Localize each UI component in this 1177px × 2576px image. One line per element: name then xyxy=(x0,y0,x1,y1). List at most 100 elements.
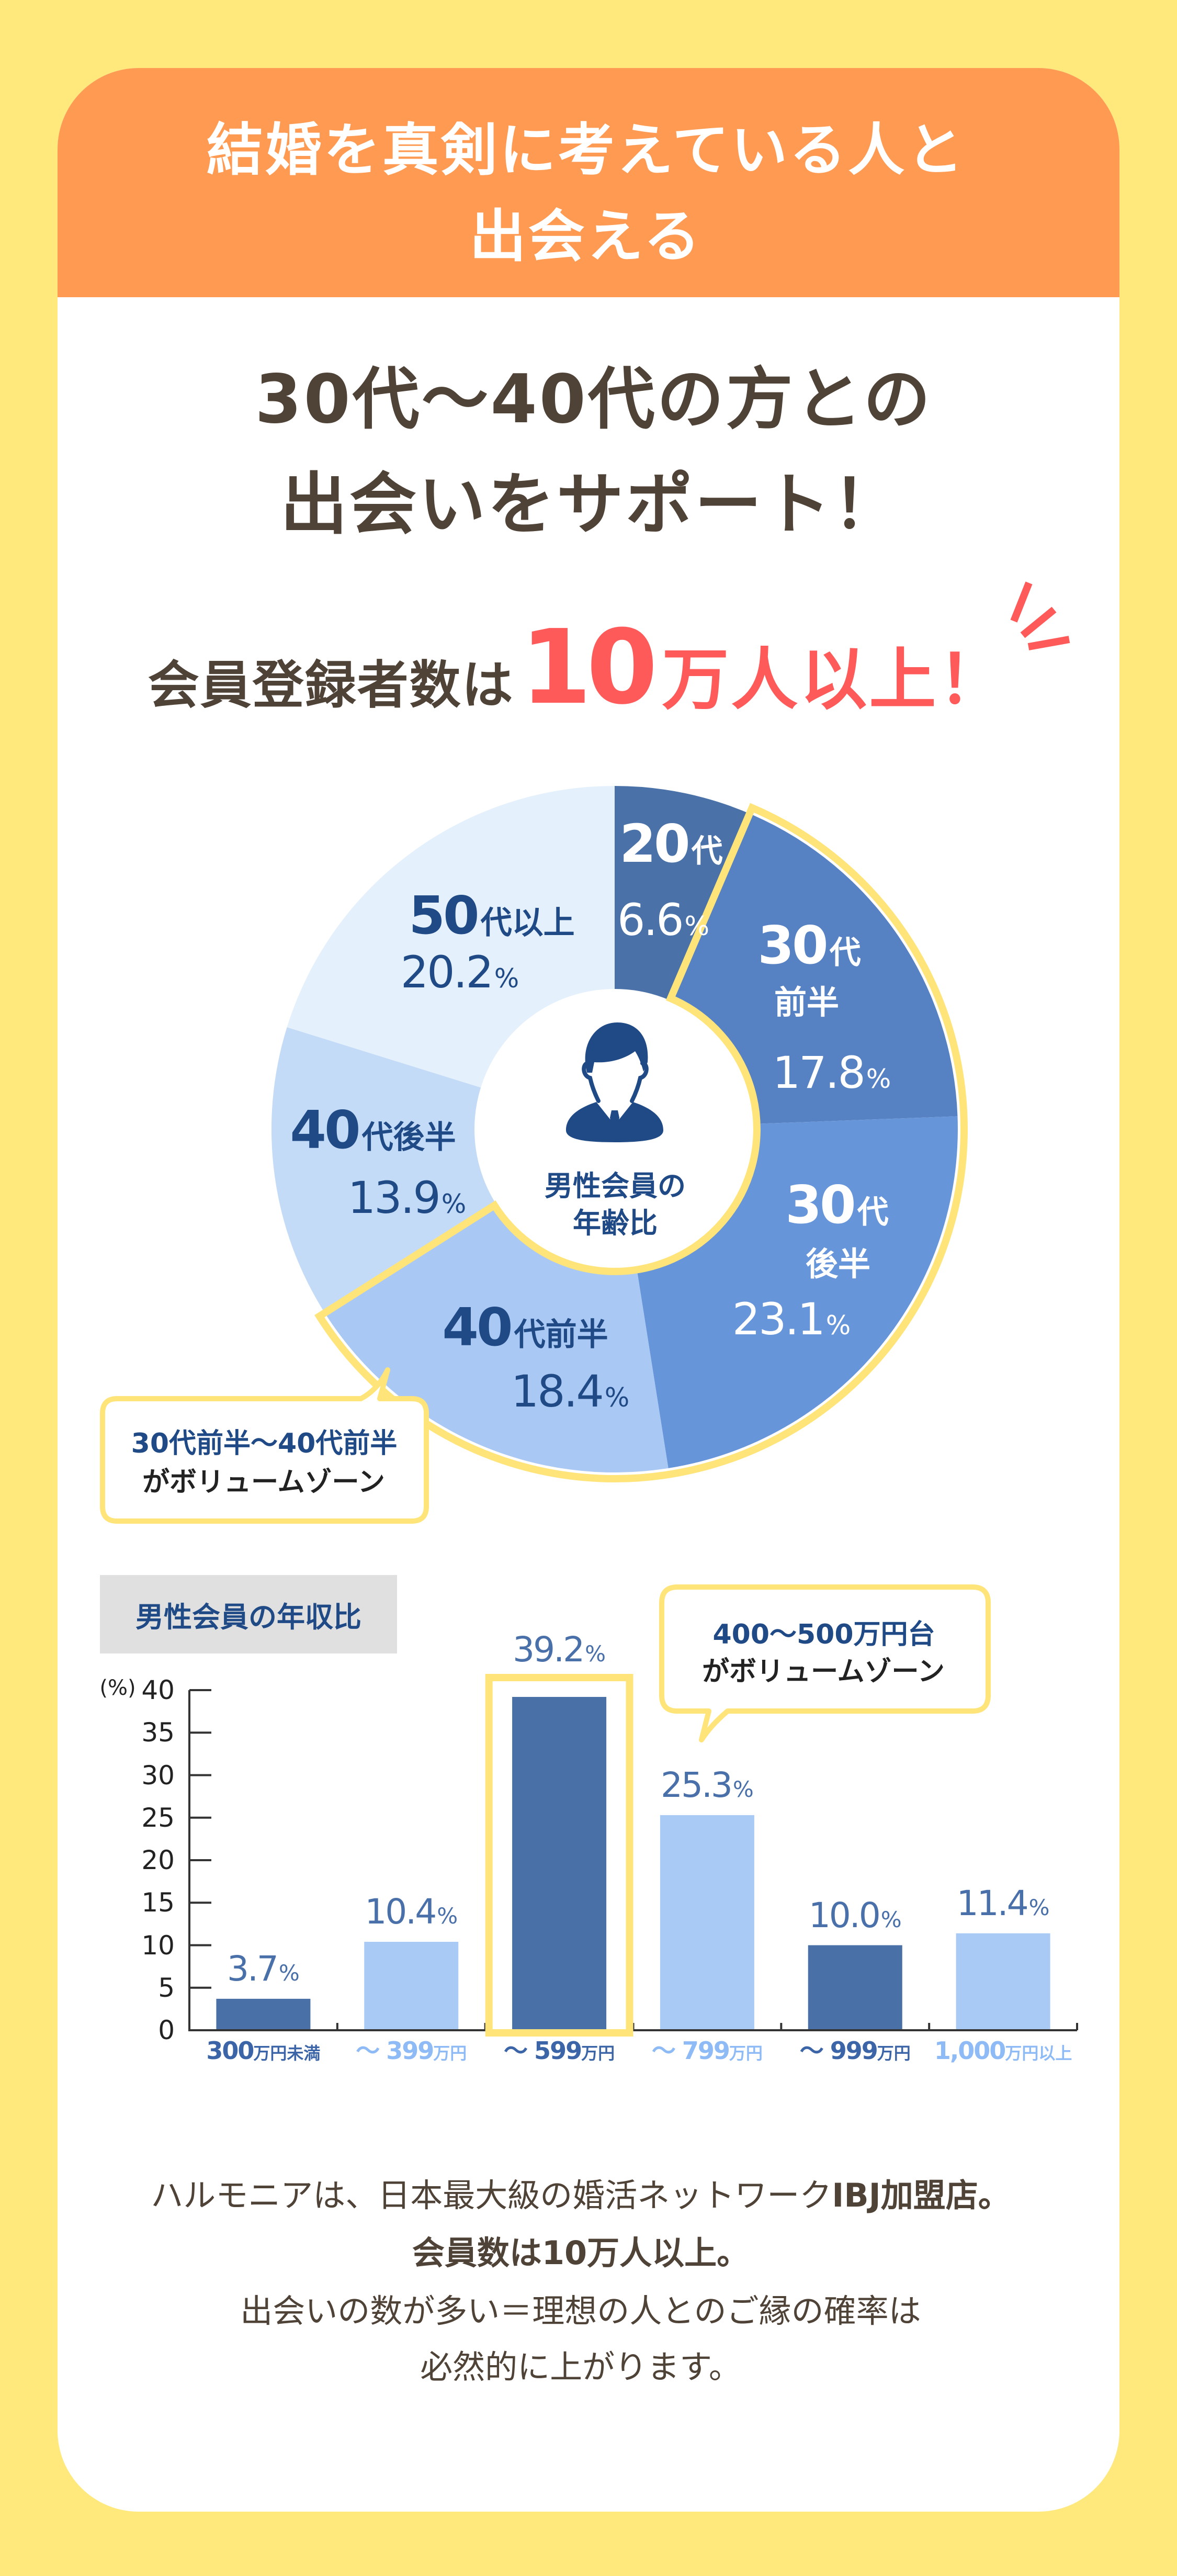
pie-label-num: 30 xyxy=(785,1174,856,1235)
pie-value-unit: % xyxy=(441,1189,467,1219)
pie-slice xyxy=(271,1027,497,1315)
footer-text-bold: IBJ加盟店。 xyxy=(832,2176,1011,2214)
pie-label-num: 30 xyxy=(757,915,828,976)
pie-label-late-30s-sub: 後半 xyxy=(805,1245,871,1283)
pie-value: 18.4 xyxy=(511,1366,604,1417)
pie-label-suffix: 代 xyxy=(829,935,861,971)
pie-value-late-40s: 13.9% xyxy=(348,1176,467,1220)
pie-slice xyxy=(287,786,615,1088)
pie-label-50s-plus: 50 代以上 xyxy=(409,890,574,942)
y-tick-label: 5 xyxy=(158,1972,175,2003)
pie-label-early-40s: 40 代前半 xyxy=(442,1301,608,1354)
age-pie-highlight xyxy=(314,803,968,1482)
volume-zone-outline xyxy=(314,803,968,1482)
bar-value-unit: % xyxy=(880,1906,902,1932)
sparkle-lines-icon xyxy=(1010,581,1070,650)
bar xyxy=(660,1815,754,2029)
bar-value: 25.3 xyxy=(660,1764,733,1805)
pie-label-num: 20 xyxy=(619,813,690,874)
pie-label-late-30s: 30 代 xyxy=(785,1179,888,1231)
pie-slice xyxy=(671,815,958,1124)
pie-label-suffix: 代前半 xyxy=(514,1317,608,1353)
x-category-unit: 万円 xyxy=(877,2043,911,2063)
pie-label-suffix: 代 xyxy=(691,833,723,870)
bar-value-label: 39.2% xyxy=(513,1633,606,1667)
bar-value: 10.4 xyxy=(365,1892,437,1932)
pie-value: 17.8 xyxy=(772,1047,866,1098)
y-axis-unit: (%) xyxy=(99,1676,136,1700)
bar-value: 39.2 xyxy=(513,1629,585,1670)
y-tick-label: 40 xyxy=(141,1675,175,1705)
pie-value: 6.6 xyxy=(617,894,684,946)
bar-value-unit: % xyxy=(585,1641,606,1667)
pie-value: 13.9 xyxy=(347,1172,441,1223)
member-count-suffix: 万人以上！ xyxy=(662,641,1008,719)
pie-label-num: 40 xyxy=(442,1297,513,1358)
card-header xyxy=(58,68,1119,297)
volume-zone-box xyxy=(485,1674,633,2037)
x-category-num: 〜 599 xyxy=(504,2037,582,2065)
income-chart-bars xyxy=(216,1697,1050,2029)
footer-line-4: 必然的に上がります。 xyxy=(420,2351,741,2383)
pie-center-label-line-2: 年齢比 xyxy=(573,1207,658,1240)
age-callout-bubble xyxy=(100,1367,429,1524)
bar-value-label: 11.4% xyxy=(957,1886,1050,1921)
bar xyxy=(364,1942,459,2029)
pie-value-unit: % xyxy=(604,1382,630,1413)
pie-label-suffix: 代 xyxy=(857,1194,889,1231)
pie-value-early-30s: 17.8% xyxy=(773,1051,891,1095)
member-count-line: 会員登録者数は10 万人以上！ xyxy=(148,616,1008,719)
pie-slice xyxy=(615,786,753,1001)
bar-value-label: 3.7% xyxy=(227,1948,300,1989)
x-category-num: 〜 999 xyxy=(799,2037,878,2065)
bar-value: 11.4 xyxy=(956,1883,1029,1923)
pie-value-unit: % xyxy=(684,911,710,941)
footer-line-2: 会員数は10万人以上。 xyxy=(412,2237,749,2269)
x-category-num: 1,000 xyxy=(934,2037,1006,2065)
y-tick-label: 0 xyxy=(158,2015,175,2045)
pie-center-label-line-1: 男性会員の xyxy=(545,1169,686,1202)
age-callout-line-1: 30代前半〜40代前半 xyxy=(131,1428,398,1459)
footer-line-1: ハルモニアは、日本最大級の婚活ネットワークIBJ加盟店。 xyxy=(151,2179,1010,2212)
pie-value: 23.1 xyxy=(732,1293,825,1345)
pie-slice xyxy=(636,1116,958,1468)
x-category-label: 1,000万円以上 xyxy=(934,2039,1072,2063)
pie-label-early-30s: 30 代 xyxy=(757,919,861,972)
income-callout-line-2: がボリュームゾーン xyxy=(702,1656,945,1688)
member-count-number: 10 xyxy=(520,608,658,727)
y-tick-label: 15 xyxy=(141,1887,175,1918)
bar-value: 3.7 xyxy=(227,1948,279,1989)
x-category-label: 〜 799万円 xyxy=(652,2039,763,2063)
headline-line-2: 出会いをサポート！ xyxy=(280,466,902,544)
footer-line-3: 出会いの数が多い＝理想の人とのご縁の確率は xyxy=(240,2295,921,2327)
pie-label-20s: 20 代 xyxy=(619,818,722,870)
pie-value-unit: % xyxy=(494,963,519,994)
member-count-prefix: 会員登録者数は xyxy=(148,656,514,715)
header-title-line-1: 結婚を真剣に考えている人と xyxy=(206,118,966,183)
header-title-line-2: 出会える xyxy=(469,204,703,269)
pie-value-early-40s: 18.4% xyxy=(511,1369,630,1413)
bar-value-unit: % xyxy=(732,1776,754,1802)
pie-value-20s: 6.6% xyxy=(617,898,709,942)
pie-value-unit: % xyxy=(866,1064,891,1094)
x-category-unit: 万円 xyxy=(729,2043,763,2063)
bar-value-label: 25.3% xyxy=(661,1768,754,1803)
y-tick-label: 35 xyxy=(141,1717,175,1748)
income-callout-bubble xyxy=(659,1584,991,1742)
x-category-label: 300万円未満 xyxy=(206,2039,320,2063)
x-category-unit: 万円未満 xyxy=(253,2043,321,2063)
footer-text: 必然的に上がります。 xyxy=(420,2348,741,2386)
pie-value: 20.2 xyxy=(400,947,494,998)
pie-label-early-30s-sub: 前半 xyxy=(774,983,840,1021)
bar-value: 10.0 xyxy=(808,1895,881,1936)
x-category-unit: 万円以上 xyxy=(1005,2043,1072,2063)
headline-line-1: 30代〜40代の方との xyxy=(255,361,933,438)
y-tick-label: 30 xyxy=(141,1760,175,1791)
bar-value-unit: % xyxy=(278,1960,300,1986)
x-category-label: 〜 599万円 xyxy=(504,2039,615,2063)
pie-value-late-30s: 23.1% xyxy=(732,1297,851,1341)
bar xyxy=(808,1945,902,2029)
pie-label-late-40s: 40 代後半 xyxy=(290,1104,456,1156)
